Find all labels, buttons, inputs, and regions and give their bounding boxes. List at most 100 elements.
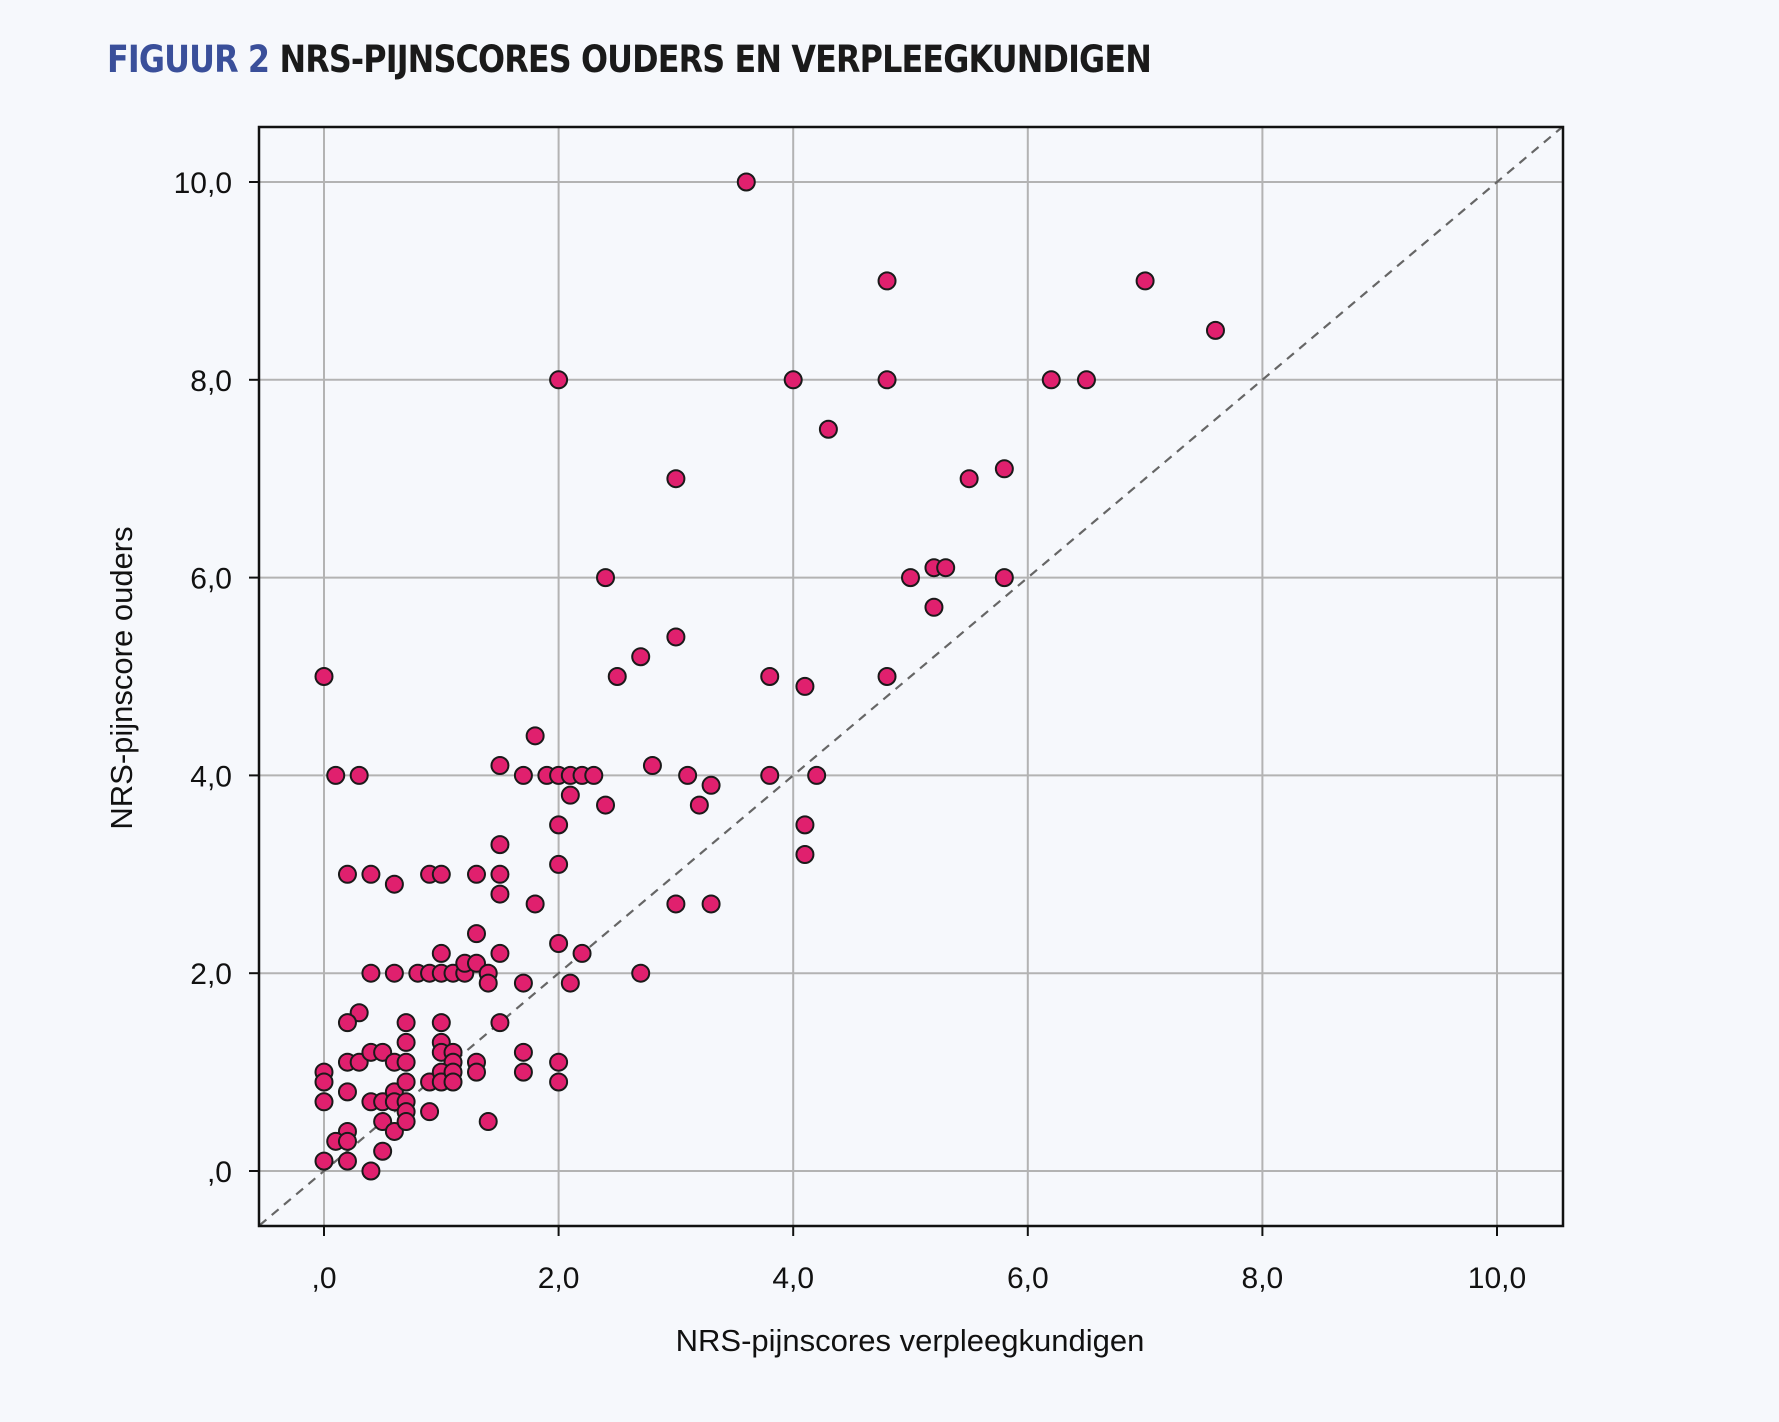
data-point [478,973,498,993]
data-point [1205,320,1225,340]
data-point [431,864,451,884]
data-point [466,924,486,944]
data-point [361,864,381,884]
data-point [549,1072,569,1092]
data-point [795,676,815,696]
data-point [361,963,381,983]
plot-frame [257,125,1565,1228]
data-point [466,864,486,884]
reference-diagonal-line [258,126,1563,1227]
data-point [549,934,569,954]
data-point [1041,370,1061,390]
data-point [596,795,616,815]
y-tick-label: 6,0 [190,563,232,596]
data-point [994,568,1014,588]
data-point [701,775,721,795]
data-point [994,459,1014,479]
data-point [337,1082,357,1102]
data-point [549,815,569,835]
y-tick-label: ,0 [207,1156,232,1189]
data-point [396,1072,416,1092]
data-point [1135,271,1155,291]
data-point [549,370,569,390]
y-axis-label: NRS-pijnscore ouders [104,526,139,829]
data-point [678,765,698,785]
figure-caption: NRS-PIJNSCORES OUDERS EN VERPLEEGKUNDIGE… [279,38,1151,81]
data-point [901,568,920,588]
data-point [877,370,897,390]
data-point [549,854,569,874]
data-point [631,647,651,667]
data-point [549,1052,569,1072]
data-point [807,765,827,785]
data-point [373,1141,393,1161]
data-point [642,756,662,776]
data-point [513,765,533,785]
data-point [666,894,686,914]
data-point [513,973,533,993]
data-point [818,419,838,439]
data-point [349,765,369,785]
data-point [431,1013,451,1033]
data-point [560,973,580,993]
figure-label: FIGUUR 2 [107,38,270,81]
x-tick-label: ,0 [311,1262,336,1295]
data-point [396,1032,416,1052]
data-point [337,1151,357,1171]
y-tick-label: 4,0 [190,760,232,793]
data-point [877,271,897,291]
data-point [396,1112,416,1132]
data-point [384,874,404,894]
x-tick-label: 6,0 [1007,1262,1049,1295]
x-tick-label: 2,0 [538,1262,580,1295]
data-point [689,795,709,815]
data-point [560,785,580,805]
data-point [396,1013,416,1033]
data-points [314,172,1225,1181]
y-tick-label: 8,0 [190,365,232,398]
x-tick-label: 8,0 [1242,1262,1284,1295]
y-axis-ticks: ,0 2,0 4,0 6,0 8,0 10,0 [174,167,259,1189]
data-point [513,1042,533,1062]
data-point [783,370,803,390]
data-point [326,765,346,785]
data-point [795,815,815,835]
data-point [877,667,897,686]
data-point [490,943,510,963]
data-point [431,943,451,963]
data-point [795,845,815,865]
data-point [631,963,651,983]
data-point [596,568,616,588]
data-point [525,726,545,746]
data-point [607,667,627,686]
data-point [736,172,756,192]
figure-title: FIGUUR 2 NRS-PIJNSCORES OUDERS EN VERPLE… [107,38,1152,81]
data-point [420,1102,440,1122]
data-point [466,1062,486,1082]
data-point [490,756,510,776]
data-point [314,1092,334,1112]
x-tick-label: 10,0 [1468,1262,1526,1295]
data-point [936,558,956,578]
data-point [337,864,357,884]
data-point [490,864,510,884]
data-point [314,1151,334,1171]
data-point [384,963,404,983]
data-point [314,1072,334,1092]
data-point [666,627,686,647]
data-point [924,597,944,617]
data-point [396,1052,416,1072]
y-tick-label: 2,0 [190,958,232,991]
data-point [478,1112,498,1132]
x-axis-ticks: ,0 2,0 4,0 6,0 8,0 10,0 [311,1226,1526,1295]
data-point [525,894,545,914]
data-point [701,894,721,914]
grid-lines [259,127,1563,1226]
data-point [513,1062,533,1082]
data-point [584,765,604,785]
data-point [572,943,592,963]
data-point [490,884,510,904]
x-axis-label: NRS-pijnscores verpleegkundigen [676,1323,1145,1358]
